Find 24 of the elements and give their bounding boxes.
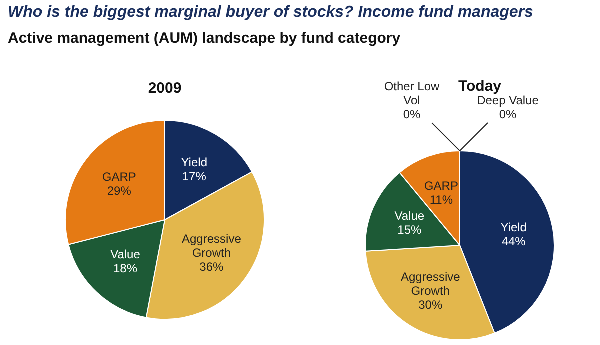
data-label: 30%	[418, 298, 443, 312]
data-label: 18%	[113, 261, 138, 276]
slice-label: Yield	[181, 156, 208, 170]
text: Who is the biggest marginal buyer of stocks? Income fund managers	[8, 4, 534, 22]
slice-label: Value	[394, 209, 425, 224]
category-label: Deep Value	[477, 93, 539, 108]
slice-label: Aggressive Growth	[400, 270, 461, 298]
data-label: 11%	[430, 193, 454, 208]
slice-label: Yield	[500, 220, 527, 235]
text: 0%	[499, 107, 517, 122]
data-label: 44%	[502, 234, 526, 249]
category-label: Other Low Vol	[384, 79, 440, 108]
data-label: 15%	[398, 223, 422, 238]
data-label: 17%	[182, 170, 207, 184]
chart-title: 2009	[147, 80, 183, 97]
slice-label: Value	[110, 247, 141, 262]
chart-title: Today	[458, 78, 502, 95]
data-label: 29%	[107, 184, 132, 198]
slice-label: GARP	[424, 179, 458, 194]
text: 0%	[403, 107, 421, 122]
data-label: 36%	[200, 260, 224, 274]
text: Active management (AUM) landscape by fund category	[8, 30, 401, 47]
slice-label: Aggressive Growth	[182, 232, 242, 260]
slice-label: GARP	[102, 170, 136, 184]
